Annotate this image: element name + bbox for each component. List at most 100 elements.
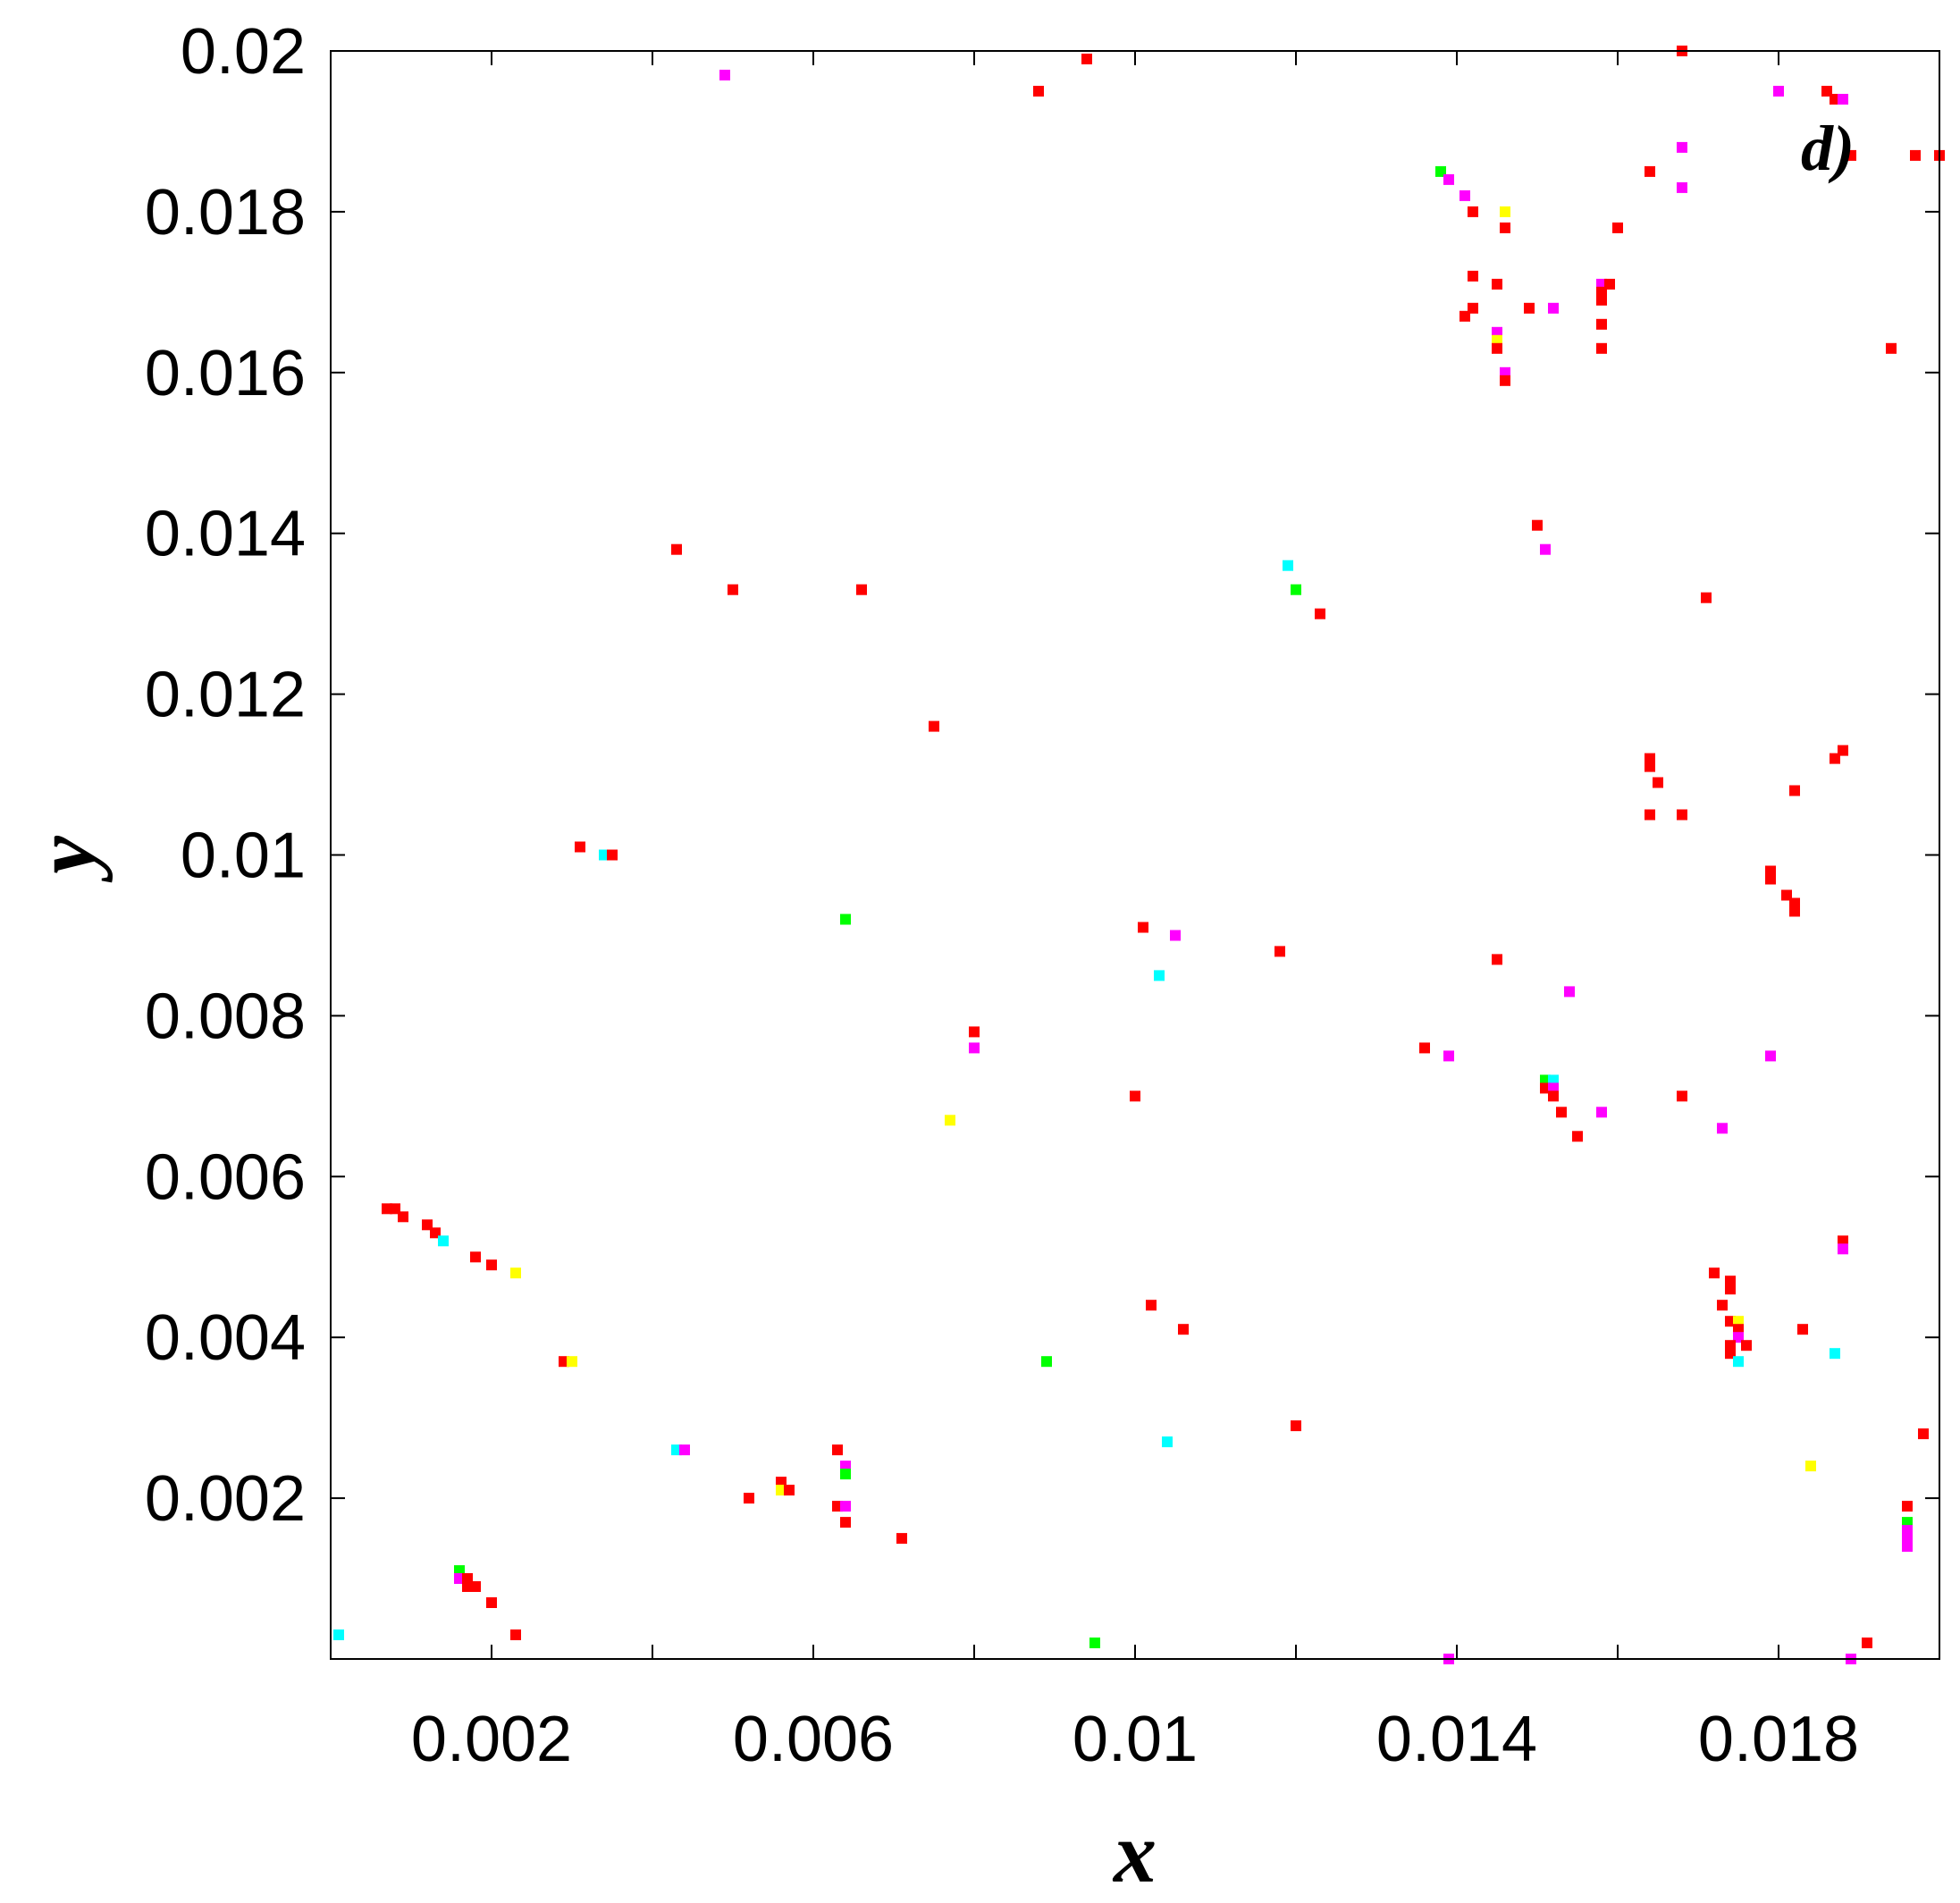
data-point <box>1564 986 1575 998</box>
data-point <box>1846 149 1856 161</box>
data-point <box>1315 608 1325 619</box>
data-point <box>1805 1461 1816 1472</box>
data-point <box>1645 761 1655 772</box>
data-point <box>1524 302 1535 314</box>
data-point <box>1459 310 1470 322</box>
data-point <box>929 720 939 732</box>
data-point <box>1701 592 1712 603</box>
data-point <box>1838 1243 1848 1255</box>
data-point <box>1645 809 1655 821</box>
data-point <box>1178 1324 1189 1335</box>
data-point <box>486 1259 497 1271</box>
data-point <box>1162 1436 1173 1448</box>
data-point <box>1677 141 1687 153</box>
data-point <box>896 1533 907 1545</box>
y-tick-label: 0.01 <box>181 821 306 892</box>
data-point <box>1797 1324 1808 1335</box>
data-point <box>784 1485 795 1496</box>
data-point <box>1765 873 1776 885</box>
data-point <box>510 1629 521 1640</box>
labels-layer: 0.002 0.006 0.01 0.014 0.018 0.002 0.004 0.006 0… <box>145 16 1859 1775</box>
data-point <box>1443 1050 1454 1062</box>
x-tick-label: 0.01 <box>1073 1704 1198 1775</box>
data-point <box>470 1581 481 1592</box>
data-point <box>945 1115 955 1126</box>
data-point <box>1773 86 1784 97</box>
data-point <box>1556 1107 1567 1118</box>
data-point <box>679 1444 690 1456</box>
y-tick-label: 0.012 <box>145 660 306 731</box>
data-point <box>1468 270 1478 282</box>
data-point <box>1170 930 1181 941</box>
data-point <box>1492 954 1502 965</box>
data-point <box>1548 1090 1559 1102</box>
data-point <box>1838 745 1848 756</box>
data-point <box>1540 543 1551 555</box>
data-point <box>1709 1267 1720 1279</box>
data-point <box>510 1267 521 1279</box>
data-point <box>1154 970 1165 981</box>
data-point <box>438 1235 449 1247</box>
data-point <box>567 1356 577 1368</box>
y-tick-label: 0.002 <box>145 1463 306 1535</box>
data-point <box>1291 1420 1301 1432</box>
data-point <box>607 849 618 861</box>
data-point <box>744 1493 754 1504</box>
data-point <box>1291 584 1301 595</box>
x-tick-label: 0.006 <box>733 1704 894 1775</box>
data-point <box>1492 342 1502 354</box>
data-point <box>1492 278 1502 290</box>
data-point <box>1862 1638 1872 1648</box>
data-point <box>1725 1284 1736 1295</box>
data-point <box>1789 785 1800 796</box>
data-point <box>1033 86 1044 97</box>
data-point <box>840 1469 851 1480</box>
data-point <box>1677 809 1687 821</box>
data-point <box>1500 375 1510 386</box>
data-point <box>1572 1131 1583 1142</box>
data-point <box>1902 1541 1913 1553</box>
x-tick-label: 0.002 <box>411 1704 572 1775</box>
data-point <box>832 1444 843 1456</box>
x-axis-title: x <box>1112 1805 1157 1900</box>
data-point <box>1733 1356 1744 1368</box>
data-point <box>1886 342 1897 354</box>
data-point <box>1081 54 1092 64</box>
data-point <box>671 543 682 555</box>
data-point <box>1500 206 1510 217</box>
ticks-layer <box>331 50 1939 1659</box>
data-point <box>1717 1300 1728 1311</box>
data-point <box>1459 189 1470 201</box>
data-point <box>1612 222 1623 233</box>
data-point <box>1789 905 1800 917</box>
data-point <box>969 1042 980 1054</box>
y-tick-label: 0.004 <box>145 1302 306 1374</box>
data-point <box>1677 1090 1687 1102</box>
data-point <box>1138 922 1148 933</box>
x-tick-label: 0.018 <box>1698 1704 1859 1775</box>
data-point <box>719 70 730 80</box>
data-point <box>1910 149 1921 161</box>
y-tick-label: 0.008 <box>145 981 306 1052</box>
data-point <box>575 841 585 853</box>
data-point <box>1645 165 1655 177</box>
y-axis-title: y <box>17 836 113 883</box>
data-point <box>1765 1050 1776 1062</box>
data-point <box>728 584 738 595</box>
data-point <box>1902 1501 1913 1512</box>
y-tick-label: 0.02 <box>181 16 306 88</box>
data-point <box>486 1597 497 1608</box>
panel-label: d) <box>1801 113 1855 184</box>
data-point <box>1596 318 1607 330</box>
data-point <box>1468 206 1478 217</box>
data-point <box>1830 1348 1840 1360</box>
data-point <box>1500 222 1510 233</box>
data-point <box>1419 1042 1430 1054</box>
data-point <box>398 1211 408 1223</box>
data-point <box>1717 1123 1728 1134</box>
data-point <box>1596 294 1607 306</box>
data-point <box>1443 173 1454 185</box>
data-point <box>1677 181 1687 193</box>
data-point <box>840 1501 851 1512</box>
data-point <box>1653 777 1663 788</box>
